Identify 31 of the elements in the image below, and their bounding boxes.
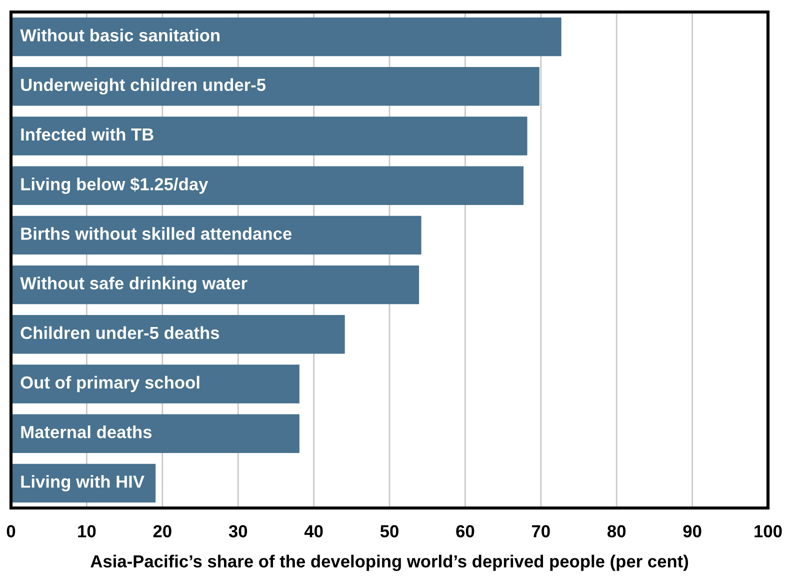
- bar: [11, 17, 562, 56]
- x-tick-label: 40: [304, 525, 323, 538]
- x-tick-label: 30: [228, 525, 248, 538]
- bar: [11, 265, 420, 304]
- x-tick-label: 10: [78, 525, 96, 538]
- bar: [11, 414, 300, 453]
- y-tick-label: Living with HIV: [21, 475, 144, 492]
- bar: [11, 67, 540, 106]
- y-tick-label: Without safe drinking water: [20, 276, 248, 293]
- bar: [11, 315, 345, 354]
- x-axis-title: Asia-Pacific’s share of the developing world’s deprived people (per cent): [90, 554, 688, 571]
- bar: [11, 166, 524, 205]
- bar: [11, 216, 422, 255]
- y-tick-label: Infected with TB: [21, 128, 154, 141]
- y-tick-label: Births without skilled attendance: [21, 227, 292, 240]
- bar: [11, 116, 528, 156]
- y-tick-label: Maternal deaths: [21, 426, 152, 438]
- x-tick-label: 20: [153, 525, 172, 538]
- y-tick-label: Out of primary school: [20, 376, 200, 392]
- y-tick-label: Without basic sanitation: [20, 28, 220, 42]
- x-tick-label: 50: [380, 525, 398, 538]
- bar: [11, 364, 300, 404]
- y-tick-label: Living below $1.25/day: [21, 177, 208, 194]
- x-tick-label: 0: [6, 525, 16, 538]
- x-tick-label: 90: [683, 525, 702, 538]
- x-tick-label: 100: [754, 525, 782, 538]
- x-tick-label: 80: [607, 525, 626, 538]
- y-tick-label: Underweight children under-5: [21, 78, 266, 95]
- x-tick-label: 60: [456, 525, 474, 538]
- x-tick-label: 70: [532, 525, 550, 538]
- y-tick-label: Children under-5 deaths: [20, 326, 220, 340]
